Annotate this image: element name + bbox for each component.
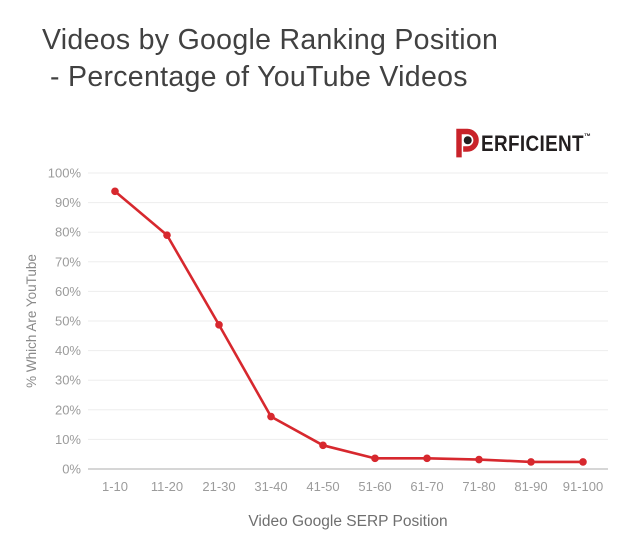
x-tick-label: 61-70 [410,479,443,494]
x-tick-label: 31-40 [254,479,287,494]
y-tick-label: 30% [55,373,81,388]
y-tick-label: 100% [48,166,82,181]
y-tick-label: 0% [62,462,81,477]
x-tick-label: 91-100 [563,479,603,494]
y-tick-label: 70% [55,254,81,269]
data-point [319,441,327,450]
data-line [113,190,585,464]
data-point [527,458,535,466]
x-tick-label: 1-10 [102,479,128,494]
y-axis-title: % Which Are YouTube [24,254,39,388]
perficient-p-icon [456,128,480,158]
y-tick-label: 80% [55,225,81,240]
data-point [579,458,587,466]
perficient-logo-textwrap: ERFICIENT ™ [481,129,591,159]
y-tick-label: 20% [55,402,81,417]
data-point [423,454,431,463]
x-axis-title: Video Google SERP Position [248,513,447,530]
chart-title: Videos by Google Ranking Position - Perc… [42,22,498,96]
y-tick-label: 10% [55,432,81,447]
x-tick-label: 51-60 [358,479,391,494]
x-tick-label: 41-50 [306,479,339,494]
data-point [215,321,223,329]
chart-title-line2: - Percentage of YouTube Videos [50,61,468,93]
line-chart: 0% 10% 20% 30% 40% 50% 60% 70% 80% 90% 100% 1-10 11-… [24,166,608,530]
perficient-logo: ERFICIENT ™ [454,127,609,161]
data-point [111,187,119,196]
data-point [267,412,275,421]
y-tick-label: 50% [55,314,81,329]
data-point [163,231,171,239]
y-tick-label: 60% [55,284,81,299]
data-point [371,454,379,463]
y-tick-label: 40% [55,343,81,358]
x-tick-label: 21-30 [202,479,235,494]
x-tick-label: 81-90 [514,479,547,494]
x-tick-label: 11-20 [151,479,183,494]
chart-title-line1: Videos by Google Ranking Position [42,24,499,56]
data-point [475,455,483,464]
x-tick-label: 71-80 [462,479,495,494]
trademark-symbol: ™ [584,132,592,141]
perficient-logo-text: ERFICIENT [481,131,585,156]
y-tick-label: 90% [55,195,81,210]
